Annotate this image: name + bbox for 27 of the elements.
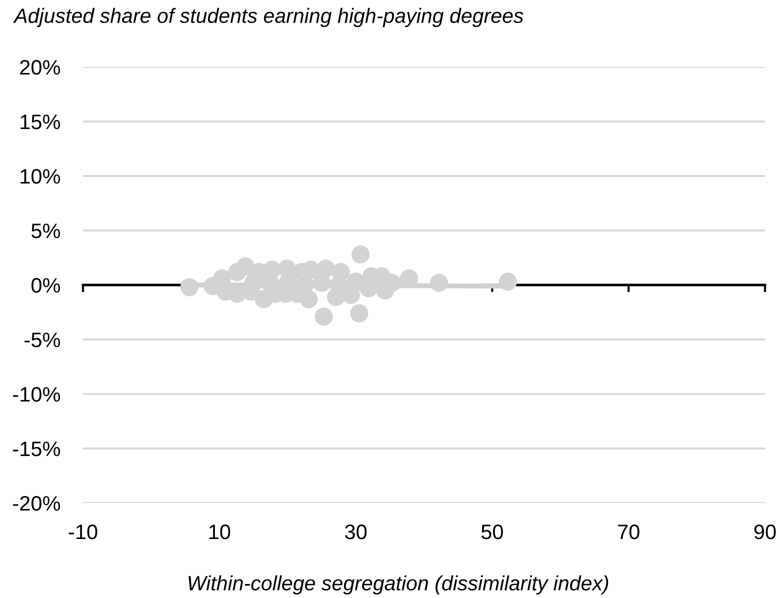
x-tick-label: 90 bbox=[754, 524, 776, 540]
point bbox=[180, 278, 198, 296]
y-tick-label: 5% bbox=[32, 224, 60, 238]
y-tick-label: 0% bbox=[31, 278, 60, 293]
y-tick-label: -5% bbox=[24, 332, 60, 348]
point bbox=[312, 274, 331, 292]
x-tick-label: -10 bbox=[68, 524, 98, 540]
y-tick-label: -10% bbox=[13, 387, 60, 402]
point bbox=[236, 257, 254, 276]
point bbox=[352, 245, 370, 264]
y-tick-label: 20% bbox=[20, 60, 60, 75]
y-tick-label: -15% bbox=[13, 442, 60, 456]
point bbox=[300, 290, 318, 308]
x-tick-label: 50 bbox=[481, 524, 503, 540]
point bbox=[498, 272, 517, 291]
point bbox=[350, 304, 368, 322]
x-tick-label: 70 bbox=[618, 524, 640, 540]
y-tick-label: 10% bbox=[20, 169, 60, 184]
y-tick-label: -20% bbox=[13, 496, 60, 511]
y-tick-label: 15% bbox=[20, 114, 60, 130]
point bbox=[314, 308, 333, 326]
y-axis-title: Adjusted share of students earning high-paying degrees bbox=[13, 8, 524, 28]
x-axis-title: Within-college segregation (dissimilarity index) bbox=[188, 575, 608, 595]
x-tick-label: 30 bbox=[345, 524, 367, 540]
x-tick-label: 10 bbox=[209, 524, 230, 540]
point bbox=[430, 274, 448, 292]
point bbox=[346, 272, 365, 291]
